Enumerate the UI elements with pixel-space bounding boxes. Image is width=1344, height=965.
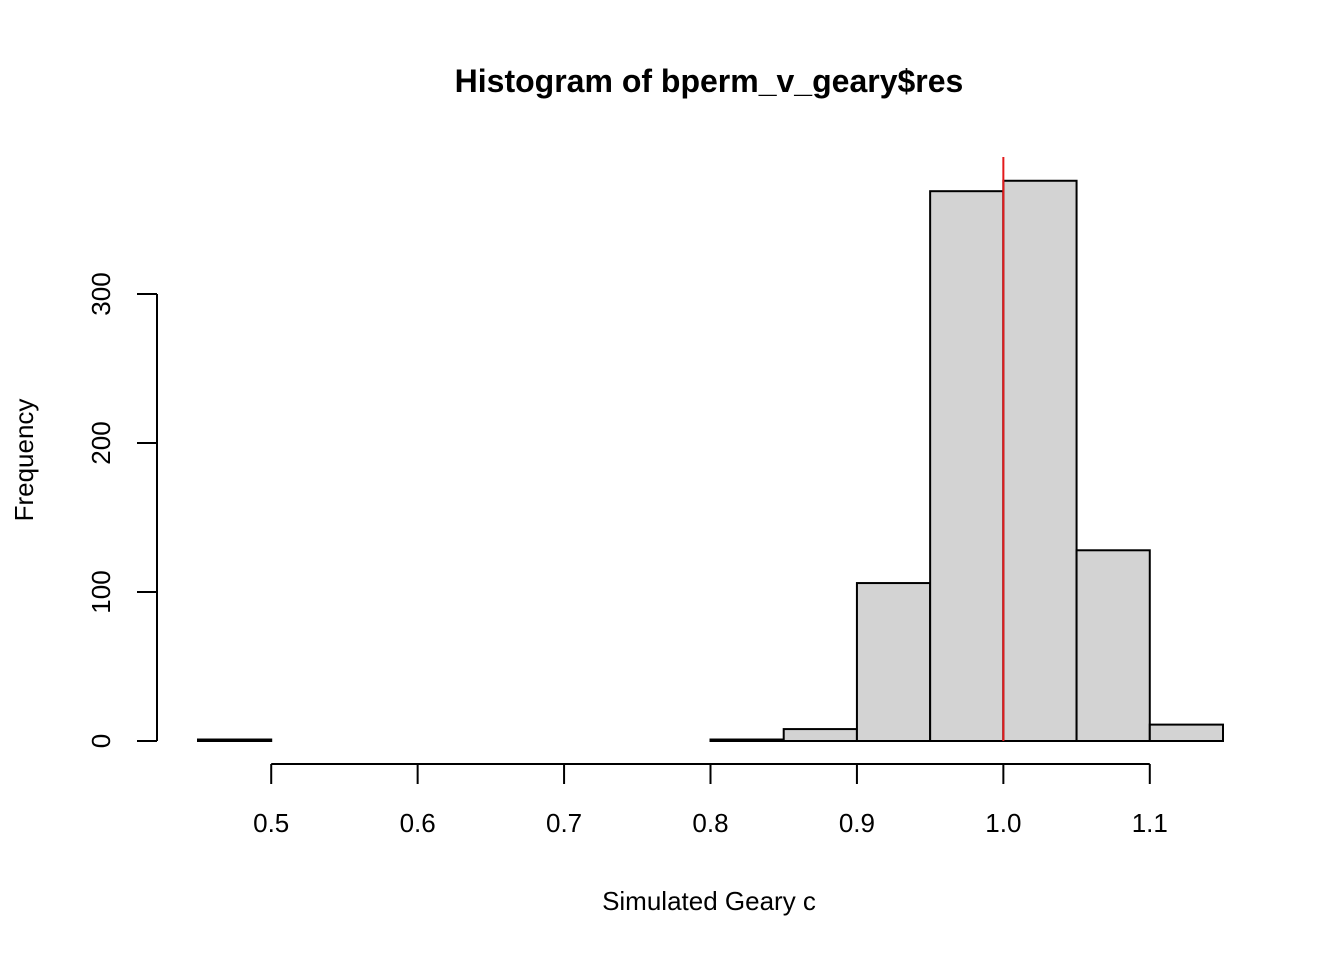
x-tick-label-5: 1.0: [985, 808, 1021, 838]
histogram-bar-13: [1148, 723, 1225, 742]
x-tick-label-1: 0.6: [400, 808, 436, 838]
histogram-bar-8: [782, 728, 858, 743]
histogram-bars: [197, 179, 1225, 743]
y-tick-label-2: 200: [86, 421, 116, 464]
y-tick-label-3: 300: [86, 272, 116, 315]
y-axis-label: Frequency: [9, 399, 39, 522]
x-axis: 0.5 0.6 0.7 0.8 0.9 1.0 1.1: [253, 763, 1168, 838]
y-axis: 0 100 200 300: [86, 272, 158, 748]
x-tick-label-6: 1.1: [1132, 808, 1168, 838]
x-tick-label-4: 0.9: [839, 808, 875, 838]
chart-title: Histogram of bperm_v_geary$res: [455, 63, 964, 99]
x-axis-label: Simulated Geary c: [602, 886, 816, 916]
y-tick-label-1: 100: [86, 570, 116, 613]
histogram-bar-9: [855, 582, 932, 742]
x-tick-label-3: 0.8: [692, 808, 728, 838]
histogram-bar-0: [197, 738, 273, 743]
histogram-bar-11: [1002, 179, 1078, 742]
y-tick-label-0: 0: [86, 734, 116, 748]
x-tick-label-2: 0.7: [546, 808, 582, 838]
histogram-bar-7: [709, 738, 785, 743]
x-tick-label-0: 0.5: [253, 808, 289, 838]
histogram-bar-12: [1075, 549, 1151, 743]
histogram-bar-10: [929, 190, 1005, 742]
